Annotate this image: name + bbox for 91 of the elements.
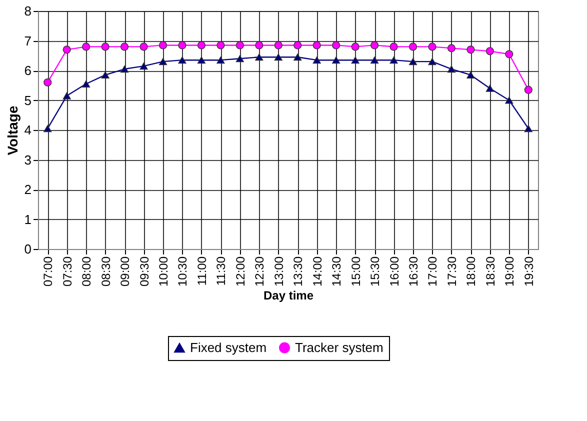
point <box>44 124 52 132</box>
point <box>178 56 186 64</box>
x-tick-label: 14:00 <box>310 256 324 287</box>
x-tick-label: 19:30 <box>522 256 536 287</box>
point <box>486 47 494 56</box>
point <box>120 65 129 73</box>
legend-label: Tracker system <box>295 340 384 355</box>
point <box>236 55 244 62</box>
x-tick-label: 07:30 <box>60 256 74 287</box>
point <box>351 56 360 64</box>
x-tick-label: 07:00 <box>41 256 56 287</box>
x-tick-label: 11:00 <box>194 256 209 286</box>
y-tick-label: 6 <box>24 63 32 78</box>
x-tick-label: 18:30 <box>483 256 498 287</box>
point <box>140 42 148 51</box>
point <box>390 42 398 51</box>
point <box>158 41 168 50</box>
y-tick-label: 4 <box>24 122 32 138</box>
point <box>197 41 206 50</box>
point <box>332 41 340 50</box>
y-tick-label: 7 <box>24 33 32 48</box>
x-tick-label: 17:30 <box>444 256 459 287</box>
point <box>370 41 379 50</box>
point <box>101 71 110 79</box>
point <box>62 92 71 100</box>
point <box>312 56 321 64</box>
x-axis-title: Day time <box>263 288 314 303</box>
x-tick-label: 11:30 <box>214 256 228 286</box>
point <box>216 41 225 50</box>
point <box>408 42 418 51</box>
y-tick-label: 3 <box>24 152 32 168</box>
x-tick-label: 09:00 <box>118 256 132 287</box>
x-tick-label: 09:30 <box>137 256 152 287</box>
x-tick-label: 14:30 <box>330 256 344 287</box>
point <box>101 42 110 51</box>
point <box>524 86 532 94</box>
x-tick-label: 15:30 <box>368 256 382 287</box>
point <box>524 124 532 132</box>
point <box>486 84 494 92</box>
x-tick-label: 13:30 <box>291 256 306 287</box>
point <box>466 46 475 54</box>
y-tick-label: 2 <box>24 182 32 197</box>
x-tick-label: 19:00 <box>502 256 517 287</box>
point <box>255 54 264 61</box>
point <box>428 42 436 51</box>
point <box>408 58 418 66</box>
x-tick-label: 08:30 <box>98 256 113 287</box>
point <box>140 62 148 70</box>
point <box>197 56 206 64</box>
x-tick-label: 12:00 <box>233 256 248 287</box>
point <box>505 50 514 58</box>
x-tick-label: 16:30 <box>406 256 420 287</box>
point <box>370 56 379 64</box>
x-tick-label: 12:30 <box>252 256 267 287</box>
y-tick-label: 8 <box>24 4 32 18</box>
y-axis-title: Voltage <box>4 106 20 156</box>
point <box>120 42 129 51</box>
y-tick-label: 1 <box>24 212 32 227</box>
point <box>428 58 436 66</box>
point <box>294 54 302 61</box>
point <box>466 71 475 79</box>
point <box>178 41 186 50</box>
point <box>447 44 456 52</box>
point <box>255 41 264 50</box>
y-tick-label: 5 <box>24 92 32 108</box>
x-tick-label: 13:00 <box>272 256 286 287</box>
point <box>236 41 244 50</box>
x-tick-label: 18:00 <box>464 256 478 287</box>
x-tick-label: 15:00 <box>348 256 363 287</box>
x-tick-label: 08:00 <box>80 256 94 287</box>
point <box>312 41 321 50</box>
point <box>82 80 90 88</box>
point <box>82 42 90 51</box>
point <box>44 78 52 86</box>
point <box>158 58 168 66</box>
point <box>274 41 282 50</box>
x-tick-label: 10:30 <box>176 256 190 287</box>
point <box>390 56 398 64</box>
x-tick-label: 10:00 <box>156 256 170 287</box>
point <box>447 65 456 73</box>
point <box>216 56 225 64</box>
point <box>294 41 302 50</box>
point <box>274 54 282 61</box>
point <box>332 56 340 64</box>
x-tick-label: 16:00 <box>387 256 402 287</box>
y-tick-label: 0 <box>24 242 32 256</box>
point <box>505 96 514 104</box>
point <box>351 42 360 51</box>
legend-label: Fixed system <box>190 340 267 355</box>
x-tick-label: 17:00 <box>426 256 440 287</box>
point <box>62 46 71 54</box>
